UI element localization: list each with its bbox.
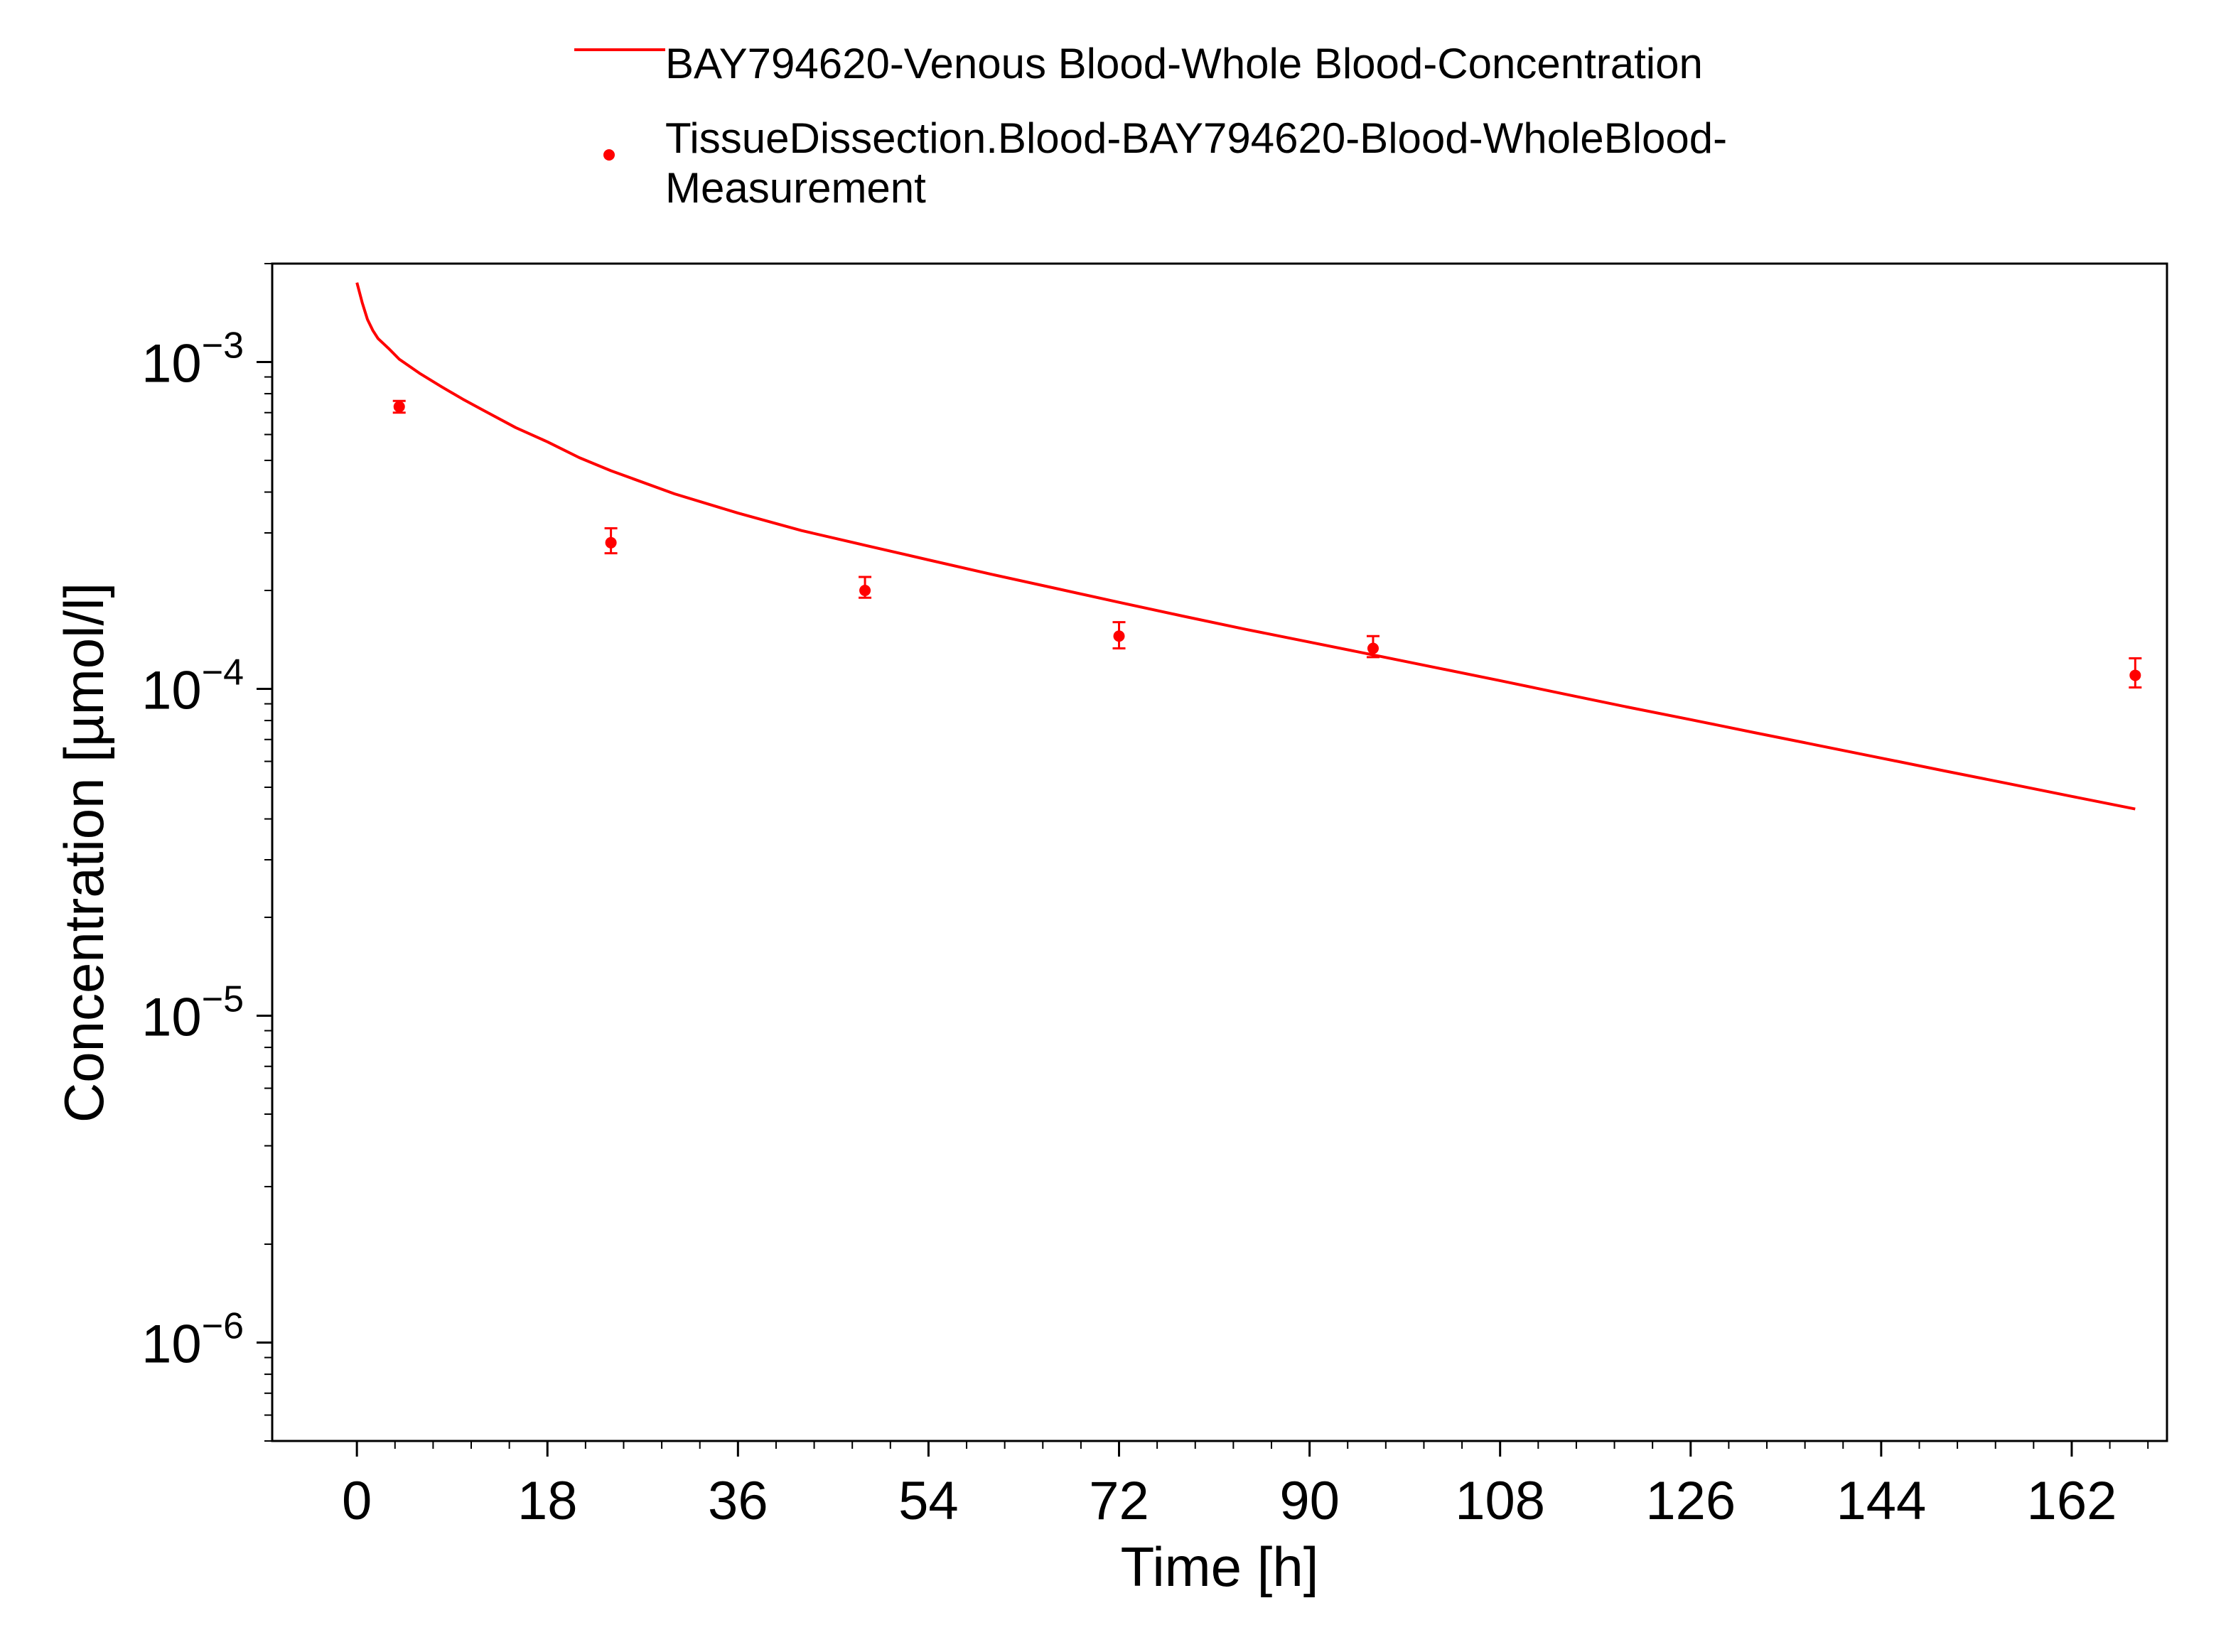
x-tick-label: 18 bbox=[517, 1471, 578, 1531]
y-tick-exponent: −5 bbox=[202, 979, 244, 1020]
legend: BAY794620-Venous Blood-Whole Blood-Conce… bbox=[574, 40, 1727, 212]
legend-entry-line: BAY794620-Venous Blood-Whole Blood-Conce… bbox=[665, 40, 1703, 87]
measurement-point bbox=[859, 585, 871, 597]
y-tick-base: 10 bbox=[141, 333, 202, 394]
x-tick-label: 90 bbox=[1279, 1471, 1340, 1531]
x-axis-title: Time [h] bbox=[1121, 1535, 1319, 1598]
y-tick-exponent: −4 bbox=[202, 652, 244, 693]
y-tick-exponent: −3 bbox=[202, 325, 244, 366]
y-tick-base: 10 bbox=[141, 988, 202, 1048]
x-tick-label: 54 bbox=[898, 1471, 959, 1531]
y-tick-label: 10−4 bbox=[141, 652, 244, 720]
y-tick-label: 10−5 bbox=[141, 979, 244, 1048]
y-tick-exponent: −6 bbox=[202, 1306, 244, 1347]
y-axis-title: Concentration [µmol/l] bbox=[53, 583, 115, 1123]
y-axis: 10−310−410−510−6 bbox=[141, 263, 272, 1442]
x-tick-label: 36 bbox=[708, 1471, 768, 1531]
simulation-line bbox=[355, 282, 2136, 811]
series-scatter-group bbox=[392, 399, 2142, 689]
legend-marker-swatch bbox=[603, 149, 615, 161]
x-tick-label: 144 bbox=[1836, 1471, 1926, 1531]
x-tick-label: 126 bbox=[1645, 1471, 1736, 1531]
y-tick-label: 10−3 bbox=[141, 325, 244, 394]
measurement-point bbox=[2129, 669, 2141, 681]
legend-entry-scatter-line2: Measurement bbox=[665, 164, 926, 212]
measurement-point bbox=[393, 401, 405, 413]
x-tick-label: 0 bbox=[342, 1471, 372, 1531]
measurement-point bbox=[1113, 630, 1125, 642]
x-axis: 0 18 36 54 72 90 108 126 144 162 bbox=[342, 1441, 2149, 1531]
y-tick-base: 10 bbox=[141, 660, 202, 720]
x-tick-label: 72 bbox=[1089, 1471, 1149, 1531]
plot-frame bbox=[271, 262, 2168, 1442]
measurement-point bbox=[605, 536, 617, 549]
measurement-point bbox=[1367, 642, 1379, 654]
x-tick-label: 162 bbox=[2027, 1471, 2117, 1531]
y-tick-base: 10 bbox=[141, 1314, 202, 1375]
y-tick-label: 10−6 bbox=[141, 1306, 244, 1375]
x-tick-label: 108 bbox=[1455, 1471, 1545, 1531]
series-line-group bbox=[355, 282, 2136, 811]
legend-entry-scatter-line1: TissueDissection.Blood-BAY794620-Blood-W… bbox=[665, 114, 1727, 162]
